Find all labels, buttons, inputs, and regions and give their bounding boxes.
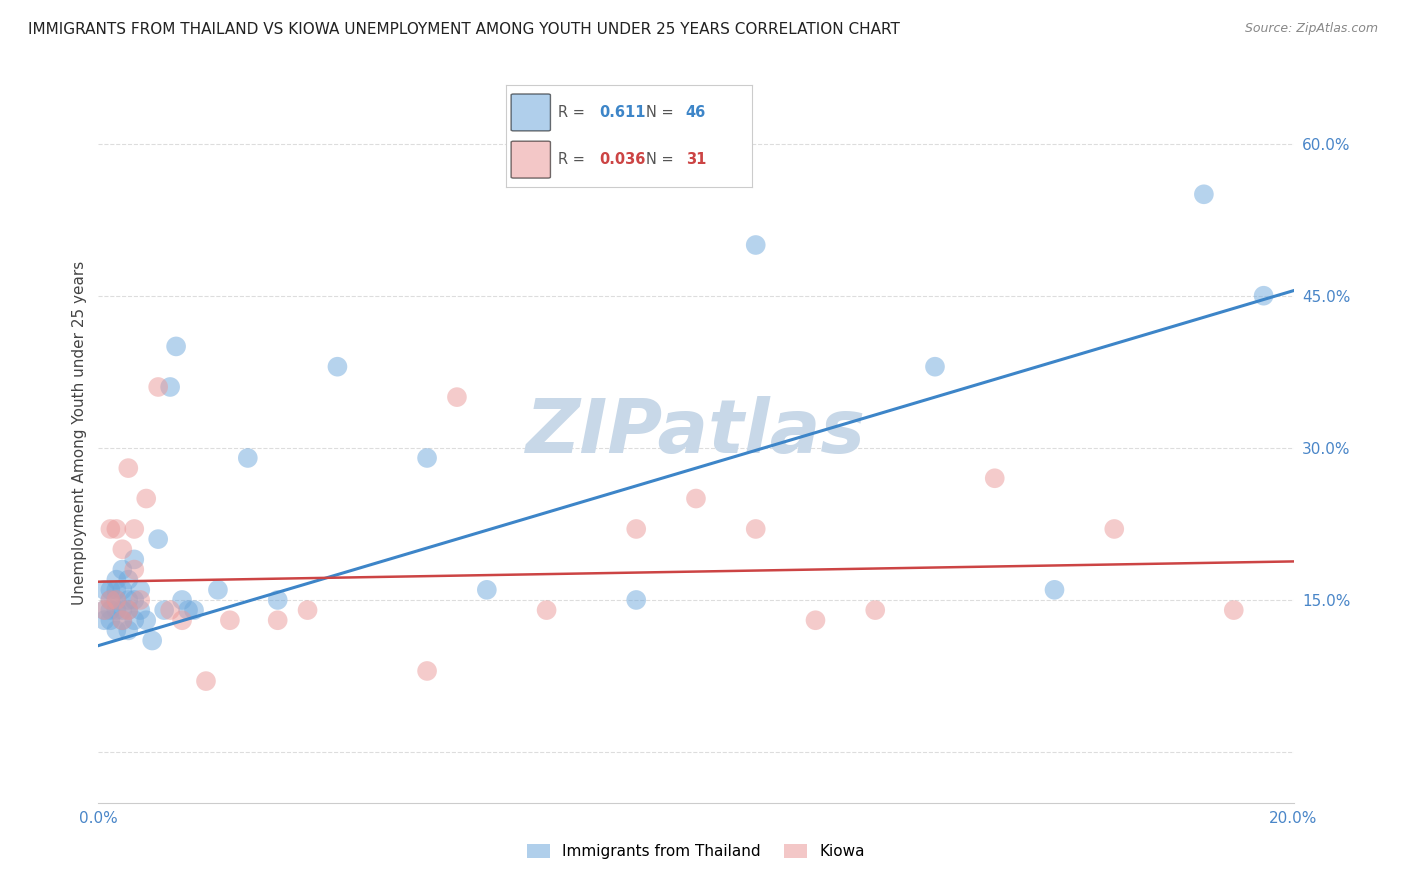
Point	[111, 582, 134, 597]
Point	[93, 603, 115, 617]
Point	[93, 582, 115, 597]
Text: 46: 46	[686, 105, 706, 120]
Point	[129, 603, 152, 617]
Point	[148, 532, 170, 546]
FancyBboxPatch shape	[512, 94, 550, 131]
Text: 0.036: 0.036	[599, 153, 645, 167]
Point	[1104, 522, 1126, 536]
Point	[865, 603, 887, 617]
Point	[105, 603, 128, 617]
Point	[416, 664, 439, 678]
Point	[475, 582, 498, 597]
Point	[105, 593, 128, 607]
Point	[111, 603, 134, 617]
Point	[236, 450, 259, 465]
Point	[924, 359, 946, 374]
Point	[124, 552, 146, 566]
Point	[207, 582, 229, 597]
Point	[98, 603, 122, 617]
Point	[1223, 603, 1246, 617]
Point	[195, 674, 218, 689]
Point	[129, 582, 152, 597]
Point	[745, 238, 768, 252]
Point	[297, 603, 319, 617]
Point	[1253, 289, 1275, 303]
Text: Source: ZipAtlas.com: Source: ZipAtlas.com	[1244, 22, 1378, 36]
Point	[98, 613, 122, 627]
Point	[98, 593, 122, 607]
Point	[446, 390, 468, 404]
Point	[105, 624, 128, 638]
Point	[141, 633, 163, 648]
Point	[105, 593, 128, 607]
Point	[1043, 582, 1066, 597]
Point	[117, 461, 139, 475]
Point	[416, 450, 439, 465]
Point	[159, 380, 181, 394]
Point	[172, 613, 194, 627]
Point	[183, 603, 205, 617]
Legend: Immigrants from Thailand, Kiowa: Immigrants from Thailand, Kiowa	[522, 838, 870, 865]
Point	[98, 593, 122, 607]
Point	[117, 573, 139, 587]
Point	[326, 359, 349, 374]
Point	[124, 562, 146, 576]
Point	[984, 471, 1007, 485]
Text: IMMIGRANTS FROM THAILAND VS KIOWA UNEMPLOYMENT AMONG YOUTH UNDER 25 YEARS CORREL: IMMIGRANTS FROM THAILAND VS KIOWA UNEMPL…	[28, 22, 900, 37]
Point	[124, 522, 146, 536]
Point	[685, 491, 707, 506]
Point	[105, 582, 128, 597]
Point	[117, 603, 139, 617]
Text: R =: R =	[558, 105, 589, 120]
Point	[804, 613, 827, 627]
Point	[1192, 187, 1215, 202]
Point	[626, 522, 648, 536]
Point	[124, 593, 146, 607]
Point	[536, 603, 558, 617]
Point	[135, 491, 157, 506]
Text: 0.611: 0.611	[599, 105, 647, 120]
Point	[105, 522, 128, 536]
Point	[124, 613, 146, 627]
Point	[165, 339, 187, 353]
Text: 31: 31	[686, 153, 706, 167]
Point	[98, 522, 122, 536]
Text: N =: N =	[647, 153, 679, 167]
Point	[135, 613, 157, 627]
Point	[267, 593, 290, 607]
Point	[129, 593, 152, 607]
Point	[93, 613, 115, 627]
Point	[117, 593, 139, 607]
Text: ZIPatlas: ZIPatlas	[526, 396, 866, 469]
Point	[745, 522, 768, 536]
Point	[177, 603, 200, 617]
Point	[267, 613, 290, 627]
Point	[148, 380, 170, 394]
Point	[111, 613, 134, 627]
Point	[111, 542, 134, 557]
Point	[93, 603, 115, 617]
Point	[159, 603, 181, 617]
Point	[98, 582, 122, 597]
Point	[172, 593, 194, 607]
Point	[153, 603, 176, 617]
FancyBboxPatch shape	[512, 141, 550, 178]
Point	[105, 573, 128, 587]
Text: N =: N =	[647, 105, 679, 120]
Text: R =: R =	[558, 153, 589, 167]
Point	[111, 613, 134, 627]
Point	[117, 624, 139, 638]
Point	[117, 603, 139, 617]
Point	[626, 593, 648, 607]
Y-axis label: Unemployment Among Youth under 25 years: Unemployment Among Youth under 25 years	[72, 260, 87, 605]
Point	[111, 562, 134, 576]
Point	[219, 613, 242, 627]
